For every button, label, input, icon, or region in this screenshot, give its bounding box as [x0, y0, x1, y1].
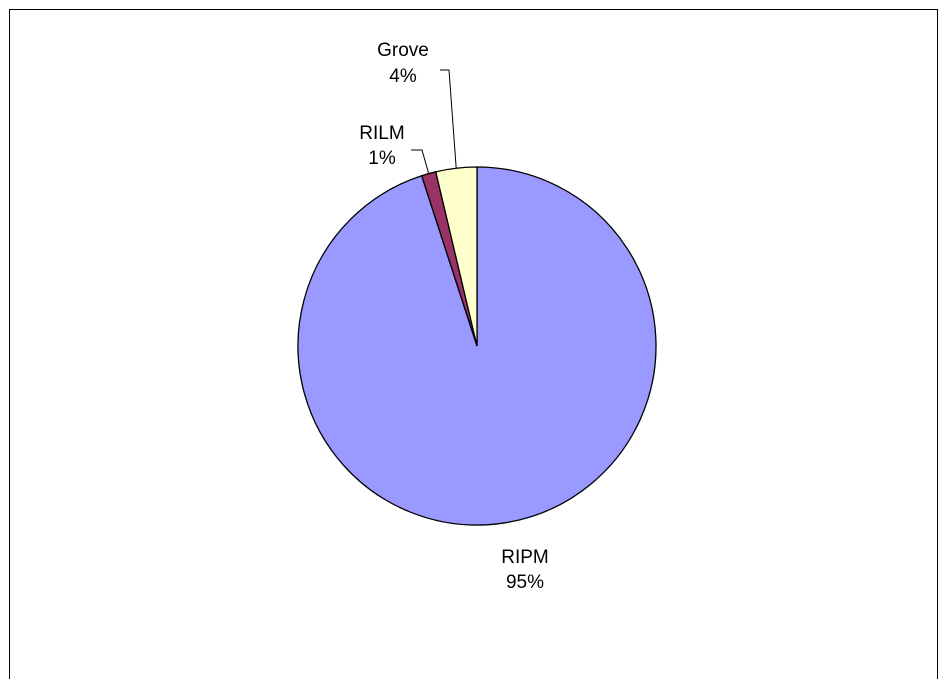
slice-label-rilm-pct: 1% — [368, 148, 396, 169]
pie-slices — [297, 166, 657, 526]
leader-lines — [411, 69, 457, 174]
slice-label-grove-pct: 4% — [389, 66, 417, 87]
slice-label-ripm-name: RIPM — [501, 547, 549, 568]
leader-line-grove — [440, 69, 457, 169]
pie-slice-ripm — [297, 166, 657, 526]
slice-label-rilm-name: RILM — [359, 123, 404, 144]
leader-line-rilm — [411, 149, 430, 174]
slice-label-grove-name: Grove — [377, 40, 429, 61]
slice-label-ripm-pct: 95% — [506, 572, 544, 593]
pie-slice-grove — [434, 166, 478, 347]
